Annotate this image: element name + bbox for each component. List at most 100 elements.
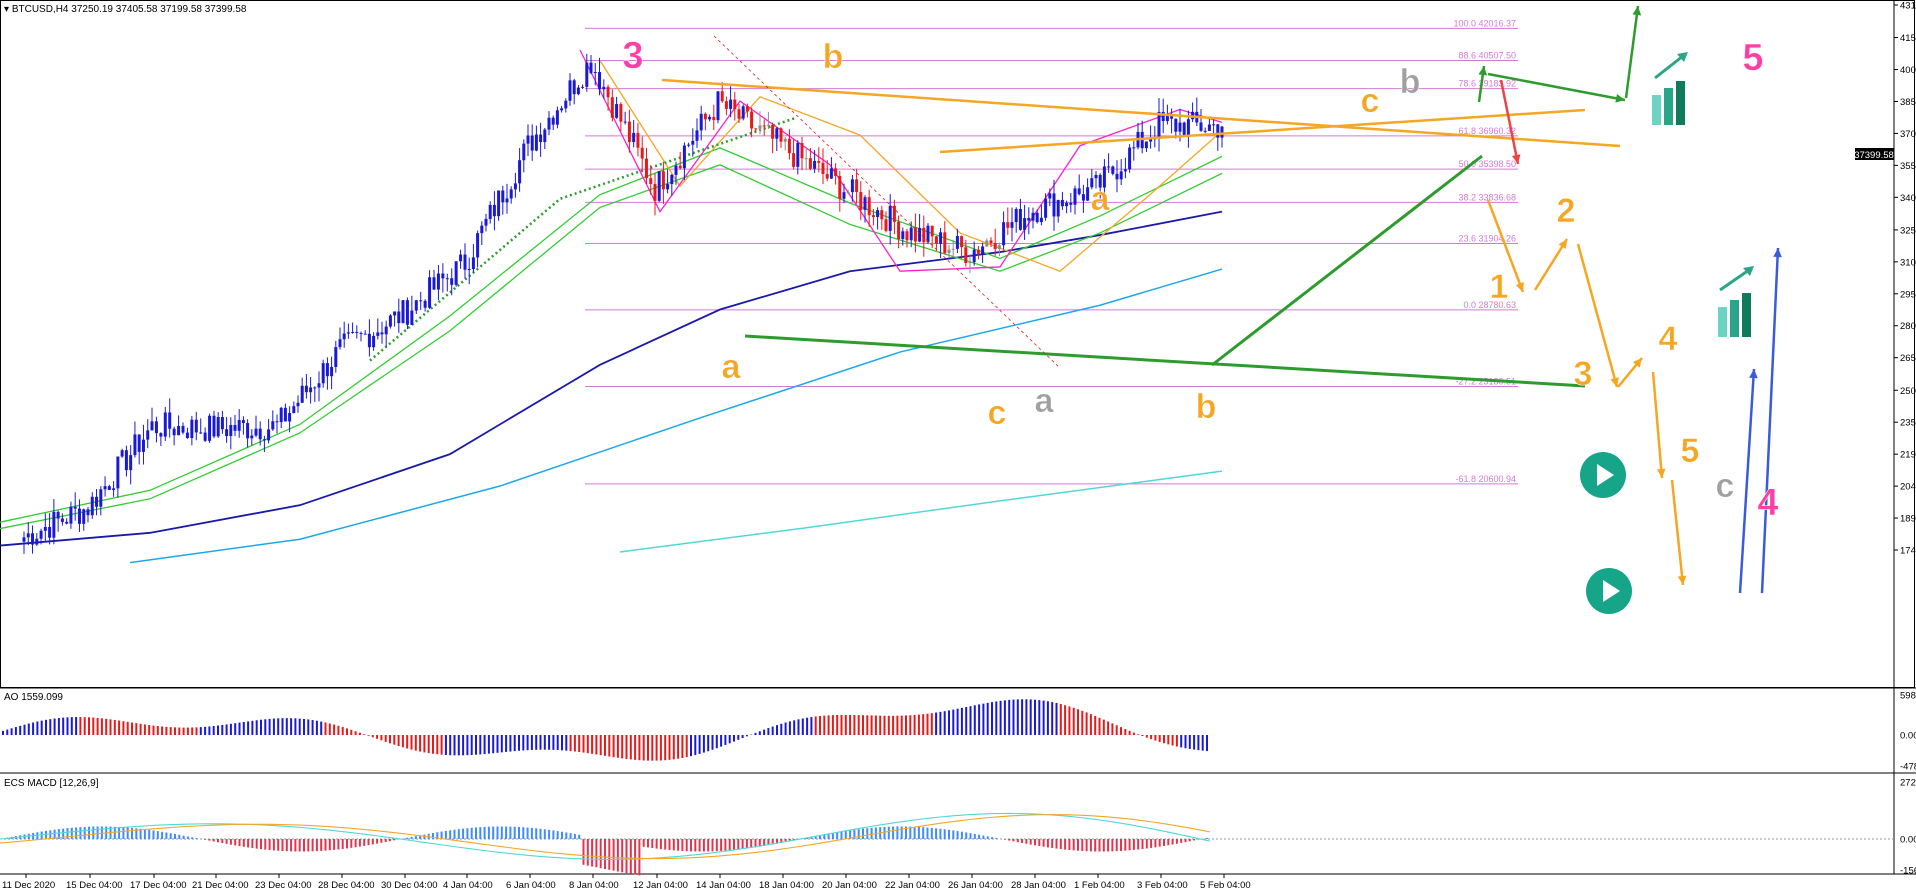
candle-body (90, 496, 94, 516)
macd-bar (440, 831, 443, 839)
ao-bar (922, 714, 925, 735)
candle-body (107, 486, 111, 491)
ao-bar (806, 717, 809, 735)
ao-bar (178, 727, 181, 735)
macd-bar (780, 839, 783, 843)
candle-body (1098, 174, 1102, 188)
candle-body (254, 428, 258, 436)
arrow-orange-2 (1533, 238, 1569, 291)
candle-body (73, 506, 77, 509)
ao-bar (225, 724, 228, 735)
play-button-lower[interactable] (1586, 568, 1632, 614)
macd-bar (831, 833, 834, 839)
ao-bar (905, 715, 907, 735)
ao-bar (27, 723, 30, 735)
time-label: 30 Dec 04:00 (381, 880, 438, 891)
fib-label: 38.2 33836.68 (1458, 192, 1516, 202)
candle-body (124, 450, 128, 471)
macd-bar (1102, 839, 1105, 852)
candle-body (405, 300, 409, 325)
candle-body (771, 124, 775, 139)
macd-bar (75, 827, 78, 839)
macd-bar (272, 839, 275, 851)
ao-bar (410, 735, 413, 750)
price-tick-label: 41585.53 (1900, 33, 1916, 44)
candle-body (48, 526, 52, 538)
ao-bar (186, 727, 189, 735)
arrow-orange-5 (1651, 371, 1664, 479)
macd-bar (561, 831, 563, 839)
ao-bar (956, 708, 959, 735)
macd-bar (629, 839, 632, 874)
ao-bar (1077, 709, 1079, 735)
macd-bar (836, 832, 839, 839)
ao-bar (733, 735, 735, 742)
candle-body (1216, 124, 1220, 138)
macd-bar (582, 839, 585, 865)
ao-bar (1016, 699, 1019, 735)
macd-bar (376, 839, 379, 844)
ao-bar (62, 717, 65, 735)
fib-label: 0.0 28780.63 (1463, 300, 1516, 310)
ao-bar (143, 724, 146, 735)
ao-bar (195, 727, 198, 735)
ao-bar (419, 735, 422, 752)
candle-body (262, 439, 266, 441)
candle-body (779, 128, 783, 142)
candle-body (678, 165, 682, 169)
macd-bar (509, 826, 512, 839)
time-label: 18 Jan 04:00 (759, 880, 814, 891)
candle-body (325, 363, 329, 377)
candle-body (384, 326, 388, 335)
candle-body (863, 197, 867, 210)
candle-body (271, 421, 275, 430)
ao-bar (991, 702, 993, 735)
ao-bar (737, 735, 740, 740)
macd-bar (475, 827, 477, 839)
ao-bar (40, 720, 43, 735)
ao-bar (909, 715, 912, 735)
macd-bar (191, 837, 194, 839)
macd-bar (788, 839, 791, 842)
macd-bar (647, 839, 649, 848)
candle-body (787, 138, 791, 154)
macd-bar (1046, 839, 1049, 848)
candle-body (623, 121, 627, 123)
ao-bar (122, 721, 125, 735)
ao-bar (720, 735, 723, 747)
wave-label: b (1400, 63, 1421, 101)
macd-label: ECS MACD [12,26,9] (4, 778, 99, 789)
candle-body (185, 432, 189, 439)
ao-bar (320, 721, 323, 735)
time-label: 1 Feb 04:00 (1074, 880, 1125, 891)
candle-body (1031, 212, 1035, 221)
collapse-triangle-icon[interactable]: ▾ (4, 4, 12, 15)
macd-bar (393, 839, 396, 841)
svg-text:▾ BTCUSD,H4 37250.19 37405.58: ▾ BTCUSD,H4 37250.19 37405.58 37199.58 3… (4, 4, 247, 15)
ao-bar (483, 735, 486, 755)
macd-bar (1081, 839, 1084, 851)
candle-body (463, 254, 467, 270)
candle-body (682, 145, 686, 169)
candle-body (492, 204, 496, 217)
macd-bar (513, 826, 516, 839)
play-button-upper[interactable] (1580, 452, 1626, 498)
ao-bar (926, 713, 929, 735)
macd-bar (621, 839, 624, 873)
ao-bar (2, 730, 4, 735)
macd-bar (320, 839, 323, 851)
ao-bar (380, 735, 383, 741)
macd-bar (333, 839, 336, 850)
macd-bar (1038, 839, 1041, 847)
ao-bar (152, 725, 155, 735)
ao-bar (586, 735, 589, 754)
candle-body (367, 333, 371, 348)
macd-bar (406, 837, 409, 839)
macd-bar (819, 835, 821, 839)
candle-body (112, 488, 116, 491)
macd-bar (655, 839, 658, 849)
macd-bar (973, 833, 976, 839)
candle-body (976, 249, 980, 254)
candle-body (593, 72, 597, 74)
